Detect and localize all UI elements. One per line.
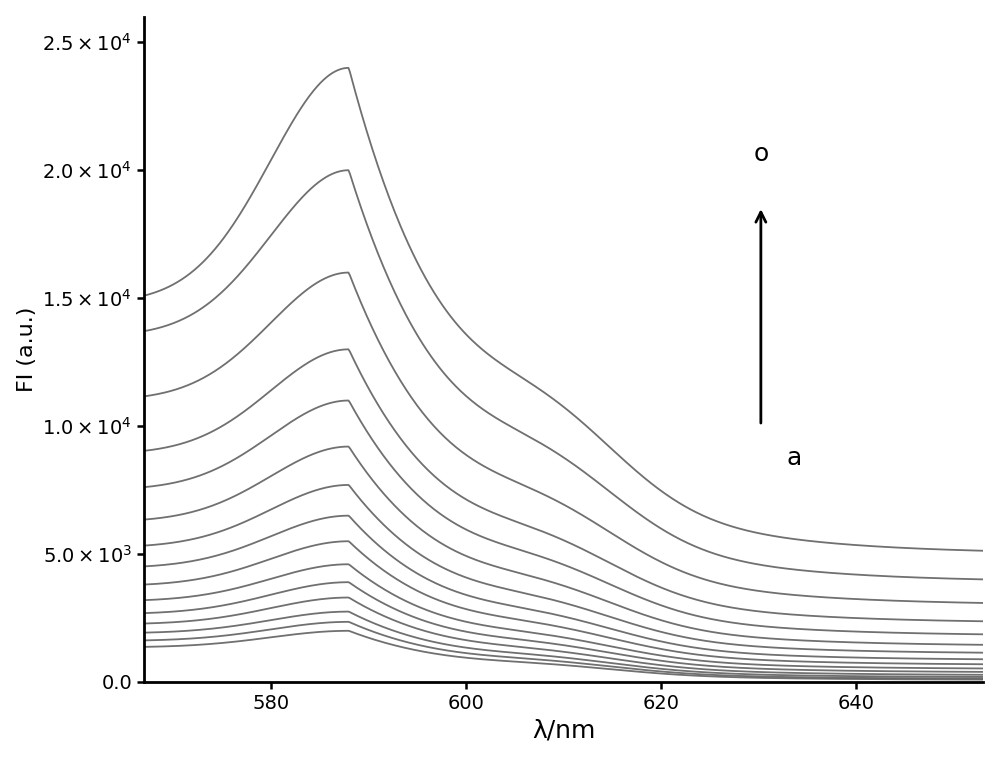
X-axis label: λ/nm: λ/nm xyxy=(532,718,595,742)
Y-axis label: FI (a.u.): FI (a.u.) xyxy=(17,307,37,392)
Text: a: a xyxy=(786,446,801,470)
Text: o: o xyxy=(753,143,768,166)
